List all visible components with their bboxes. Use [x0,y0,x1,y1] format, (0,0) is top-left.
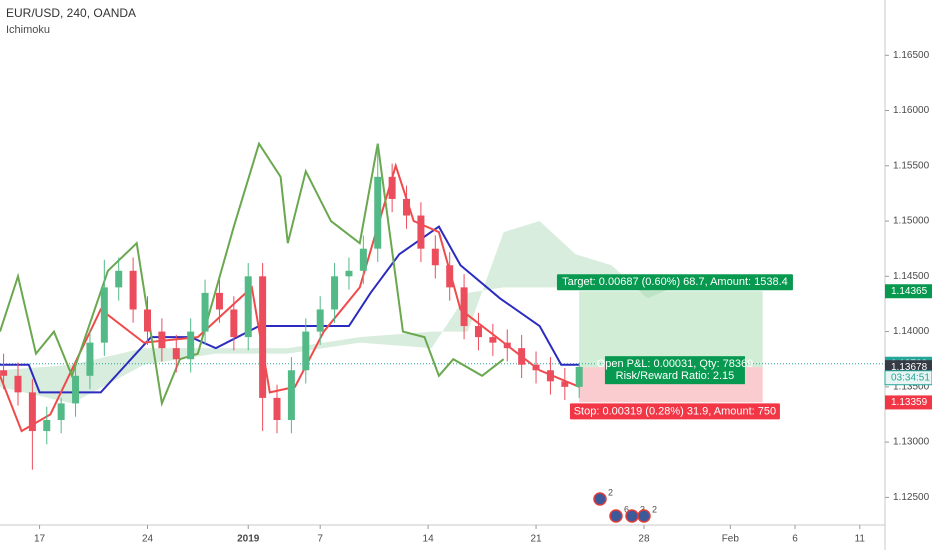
event-count: 2 [652,504,657,514]
y-tick-label: 1.13000 [893,437,930,448]
candle-body [57,403,65,420]
event-icon [625,509,639,523]
candle-body [503,342,511,349]
x-tick-label: 17 [34,534,46,545]
target-label-box [556,274,793,291]
price-badge-label: 1.14365 [891,286,928,297]
price-badge-label: 1.13359 [891,397,928,408]
chart-title: EUR/USD, 240, OANDA [6,6,136,20]
event-icon [593,492,607,506]
candle-body [28,392,36,432]
x-tick-label: 2019 [237,534,260,545]
price-badge [885,284,932,299]
x-tick-label: 28 [638,534,650,545]
candle-body [115,270,123,288]
event-icon [637,509,651,523]
ichimoku-cloud [0,221,673,404]
candle-body [546,370,554,382]
candle-body [316,309,324,332]
price-badge [885,395,932,410]
candle-body [144,309,151,332]
candle-body [345,270,353,277]
candle-body [273,397,281,420]
candle-body [201,292,209,332]
candle-body [43,420,51,432]
x-tick-label: 14 [423,534,435,545]
countdown: 03:34:51 [891,372,930,383]
candle-body [460,287,468,327]
candle-body [388,176,396,199]
candle-body [172,348,180,360]
candle-body [417,215,425,249]
candle-body [230,309,238,338]
stop-label-box [569,403,780,420]
candle-body [287,370,295,420]
plot-area [0,141,885,470]
target-zone [579,291,763,368]
indicator-name: Ichimoku [6,24,50,36]
candle-body [518,348,526,365]
candle-body [100,287,108,343]
candle-body [561,381,569,387]
y-tick-label: 1.16000 [893,105,930,116]
indicator-line [0,162,580,433]
candle-body [129,270,137,310]
candle-body [302,331,310,371]
candle-body [374,176,382,249]
x-tick-label: 24 [142,534,154,545]
event-count: 2 [608,487,613,497]
candle-body [575,366,583,387]
x-tick-label: Feb [722,534,740,545]
candle-body [489,337,497,343]
candle-body [0,370,8,376]
y-tick-label: 1.13500 [893,381,930,392]
candle-body [158,331,166,349]
pnl-box [604,356,745,385]
x-tick-label: 11 [855,534,866,545]
x-tick-label: 6 [792,534,798,545]
price-badge-label: 1.13678 [891,362,928,373]
candle-body [403,198,411,216]
candle-body [244,276,252,338]
x-tick-label: 21 [530,534,542,545]
countdown-badge [884,370,932,386]
candle-body [72,375,80,404]
y-tick-label: 1.15500 [893,160,930,171]
x-tick-label: 7 [317,534,323,545]
candle-body [259,276,267,398]
candle-body [431,248,439,266]
candle-body [474,326,482,338]
y-tick-label: 1.12500 [893,492,930,503]
y-tick-label: 1.14000 [893,326,930,337]
event-count: 6 [624,504,629,514]
y-tick-label: 1.15000 [893,216,930,227]
pnl-label: Open P&L: 0.00031, Qty: 78369 [597,358,754,370]
indicator-line [0,141,505,408]
candle-body [331,276,339,310]
candle-body [359,248,367,271]
indicator-line [0,225,580,394]
y-tick-label: 1.16500 [893,50,930,61]
candle-body [14,375,22,393]
y-tick-label: 1.14500 [893,271,930,282]
event-count: 3 [640,504,645,514]
event-icon [609,509,623,523]
candle-body [86,342,94,376]
rr-label: Risk/Reward Ratio: 2.15 [616,370,735,382]
stop-label: Stop: 0.00319 (0.28%) 31.9, Amount: 750 [574,405,776,417]
candle-body [215,292,223,310]
candle-body [532,364,540,371]
target-label: Target: 0.00687 (0.60%) 68.7, Amount: 15… [562,276,788,288]
candle-body [446,265,454,288]
candle-body [187,331,195,360]
